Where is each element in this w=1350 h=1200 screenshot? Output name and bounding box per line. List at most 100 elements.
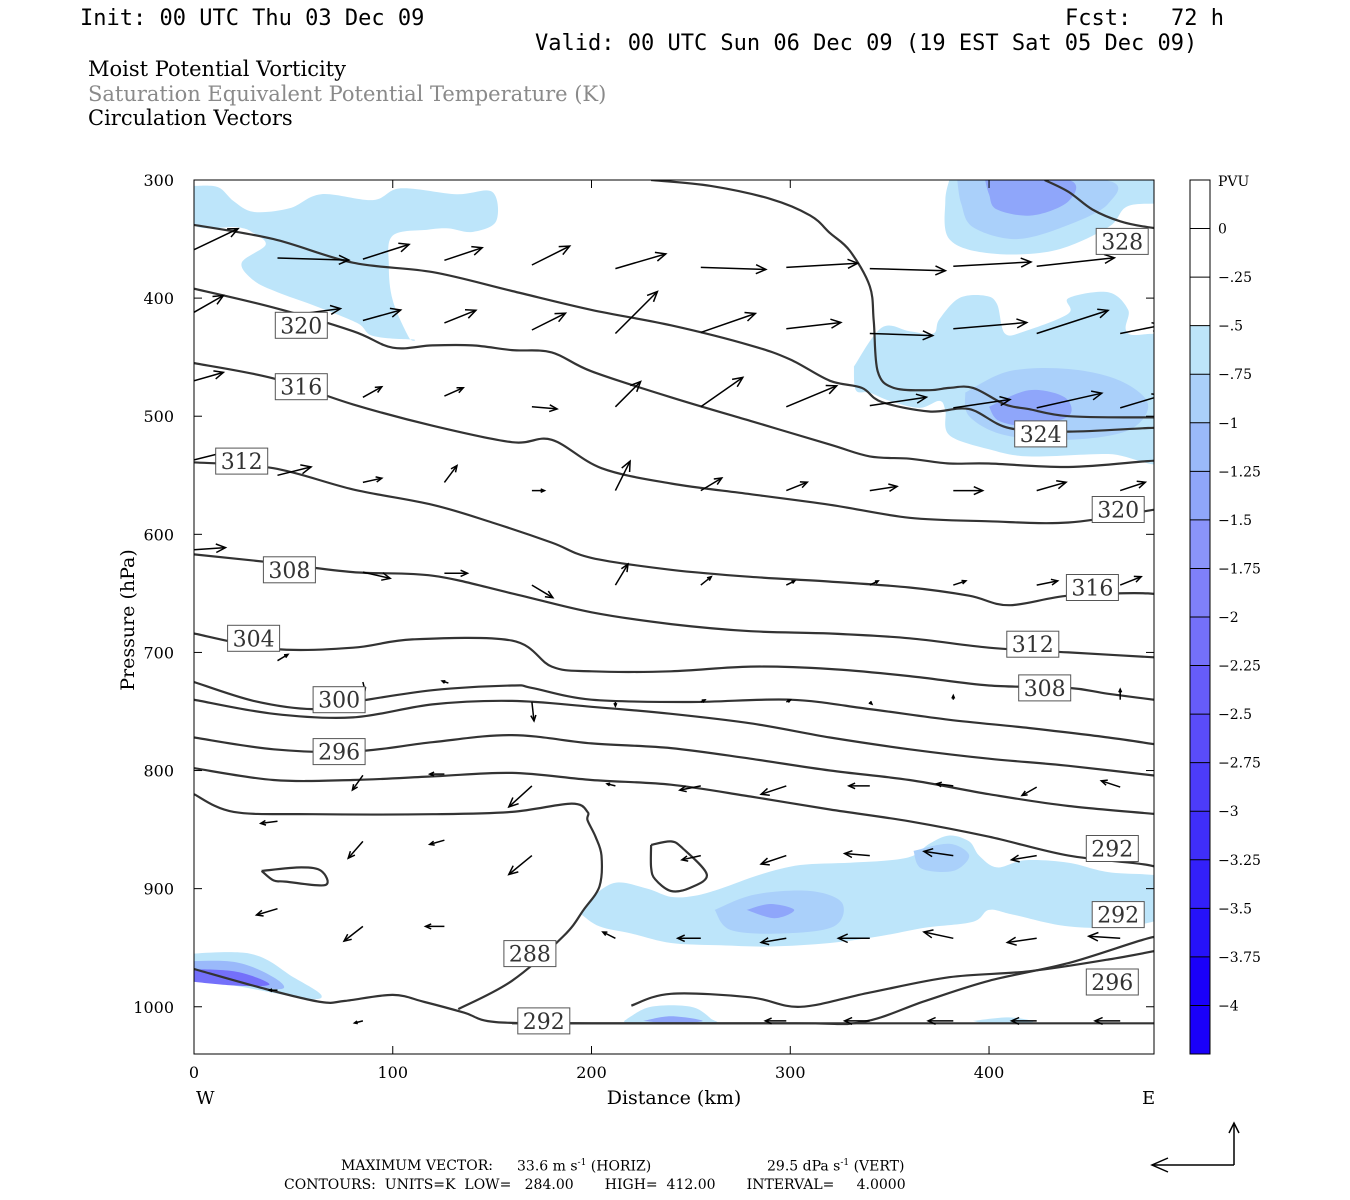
x-end-label-west: W — [196, 1088, 215, 1109]
colorbar-box — [1190, 519, 1210, 569]
circulation-vector — [1009, 854, 1037, 863]
valid-time: Valid: 00 UTC Sun 06 Dec 09 (19 EST Sat … — [535, 31, 1198, 56]
circulation-vector — [846, 782, 870, 790]
circulation-vector — [267, 988, 278, 993]
circulation-vector — [1120, 321, 1154, 335]
circulation-vector — [1119, 480, 1148, 492]
contour-label: 308 — [1018, 674, 1072, 702]
contour-label: 316 — [1065, 574, 1119, 602]
contour-label-text: 312 — [221, 450, 263, 475]
circulation-vector — [951, 693, 956, 700]
contour-label-text: 320 — [1097, 499, 1139, 524]
forecast-hour: Fcst: 72 h — [1065, 6, 1224, 31]
circulation-vector — [869, 580, 880, 586]
circulation-vector — [531, 312, 568, 331]
circulation-vector — [680, 854, 701, 862]
contour-thte-292-mid — [511, 935, 1154, 1026]
contour-label: 320 — [1091, 496, 1145, 524]
colorbar-unit: PVU — [1218, 174, 1250, 190]
contour-label-text: 328 — [1101, 230, 1143, 255]
circulation-vector — [700, 264, 768, 275]
circulation-vector — [1093, 1016, 1121, 1025]
contour-label-text: 308 — [268, 559, 310, 584]
colorbar-box — [1190, 1005, 1210, 1055]
circulation-vector — [869, 483, 899, 493]
field-title-mpv: Moist Potential Vorticity — [88, 57, 346, 81]
circulation-vector — [342, 925, 364, 943]
contour-closed-a — [260, 866, 329, 887]
circulation-vector — [531, 584, 555, 599]
colorbar-box — [1190, 811, 1210, 861]
circulation-vector — [934, 781, 954, 788]
contour-label: 292 — [1085, 835, 1139, 863]
circulation-vector — [194, 543, 228, 554]
pv-shading-layer — [194, 180, 1154, 1024]
y-tick-label: 600 — [143, 525, 174, 544]
colorbar-level-label: −3.75 — [1218, 950, 1261, 966]
max-horiz-value: 33.6 m s-1 (HORIZ) — [517, 1158, 652, 1175]
circulation-vector — [1036, 308, 1110, 335]
circulation-vector — [362, 242, 411, 260]
contour-label-text: 316 — [280, 376, 322, 401]
colorbar-box — [1190, 568, 1210, 618]
circulation-vector — [700, 699, 707, 703]
contour-label-text: 292 — [1097, 904, 1139, 929]
contour-thte-336 — [1044, 180, 1154, 230]
circulation-vector — [869, 393, 929, 407]
x-axis-label: Distance (km) — [607, 1087, 742, 1109]
circulation-vector — [922, 929, 954, 940]
colorbar-box — [1190, 422, 1210, 472]
y-tick-label: 300 — [143, 171, 174, 190]
circulation-vector — [440, 679, 449, 684]
circulation-vector — [362, 385, 384, 398]
circulation-vector — [614, 459, 631, 491]
field-title-thetae: Saturation Equivalent Potential Temperat… — [88, 82, 607, 106]
circulation-vector — [507, 785, 533, 809]
circulation-vector — [614, 562, 629, 586]
colorbar-level-label: −1.75 — [1218, 561, 1261, 577]
circulation-vector — [346, 840, 364, 860]
circulation-vector — [531, 488, 547, 493]
circulation-vector — [1005, 936, 1037, 946]
contour-label-text: 304 — [233, 627, 275, 652]
colorbar-box — [1190, 956, 1210, 1006]
circulation-vector — [614, 380, 642, 408]
circulation-vector — [531, 404, 559, 413]
contour-thte-332 — [650, 180, 1154, 419]
circulation-vector — [1086, 931, 1121, 942]
circulation-vector — [953, 257, 1033, 268]
x-tick-label: 100 — [377, 1063, 408, 1082]
circulation-vector — [953, 318, 1029, 330]
y-tick-label: 700 — [143, 643, 174, 662]
colorbar-level-label: −.75 — [1218, 367, 1252, 383]
contour-label: 308 — [262, 556, 316, 584]
contour-label: 304 — [227, 624, 281, 652]
circulation-vector — [922, 847, 954, 858]
circulation-vector — [427, 839, 445, 846]
circulation-vector — [614, 290, 659, 335]
contour-label-text: 296 — [1091, 971, 1133, 996]
circulation-vector — [763, 1017, 787, 1025]
pv-region — [973, 1017, 1034, 1024]
circulation-vector — [605, 782, 616, 787]
circulation-vector — [254, 907, 278, 917]
circulation-vector — [444, 569, 470, 578]
contour-label-text: 292 — [1091, 838, 1133, 863]
circulation-vector — [786, 384, 839, 408]
pv-region — [746, 904, 795, 919]
contour-label: 288 — [503, 940, 557, 968]
circulation-vector — [615, 251, 668, 270]
circulation-vector — [1036, 480, 1068, 492]
circulation-vector — [1036, 253, 1117, 267]
pv-region — [985, 180, 1077, 216]
contour-thte-316 — [194, 461, 1154, 607]
colorbar-level-label: −3.5 — [1218, 901, 1252, 917]
circulation-vector — [362, 476, 384, 484]
circulation-vector — [785, 699, 793, 703]
max-vert-value: 29.5 dPa s-1 (VERT) — [767, 1158, 905, 1175]
circulation-vector — [700, 575, 713, 586]
contour-label: 292 — [1091, 901, 1145, 929]
colorbar-box — [1190, 908, 1210, 958]
contour-label-text: 292 — [523, 1010, 565, 1035]
